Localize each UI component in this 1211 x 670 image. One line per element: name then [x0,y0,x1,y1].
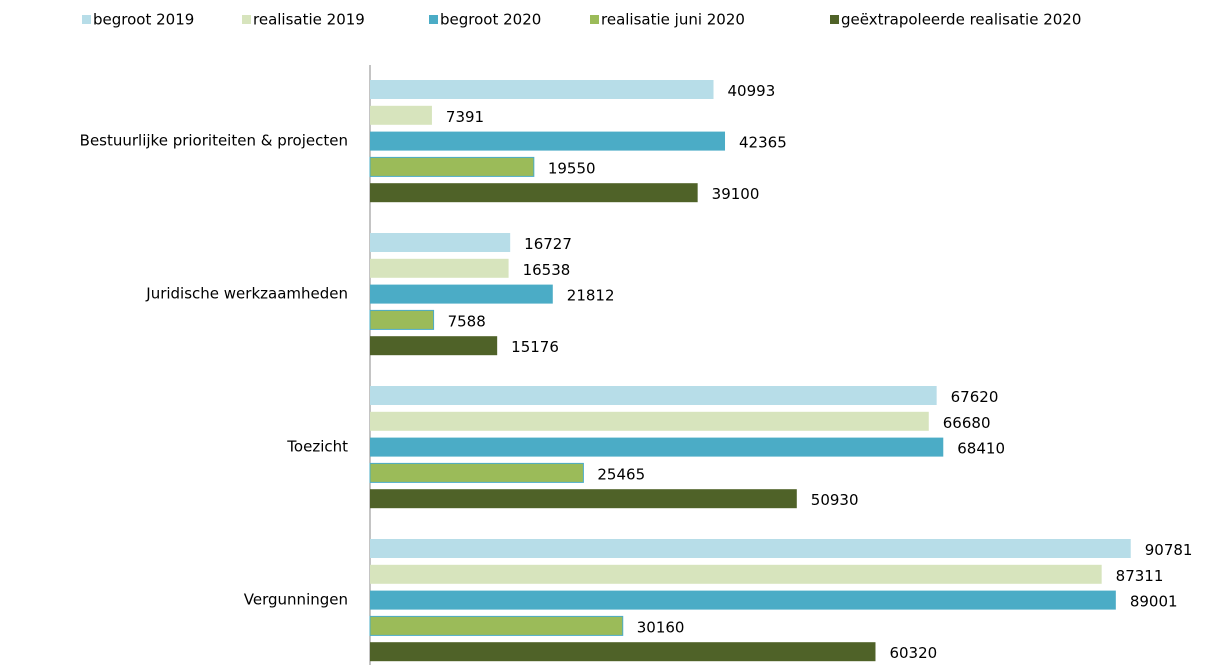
bar [370,489,797,509]
legend-swatch [830,15,839,24]
data-label: 89001 [1130,593,1178,611]
y-tick-label: Toezicht [286,438,348,456]
bar [369,462,584,483]
legend-swatch [242,15,251,24]
bar [370,233,511,252]
bar [370,80,714,99]
bar [370,183,698,203]
data-label: 15176 [511,338,559,356]
data-label: 25465 [597,465,645,483]
data-label: 19550 [548,159,596,177]
legend-label: geëxtrapoleerde realisatie 2020 [841,11,1081,29]
legend-swatch [429,15,438,24]
data-label: 60320 [889,644,937,662]
legend-label: begroot 2019 [93,11,194,29]
data-label: 67620 [951,388,999,406]
bar [370,284,553,304]
data-label: 40993 [728,82,776,100]
legend-swatch [82,15,91,24]
data-label: 68410 [957,440,1005,458]
data-label: 42365 [739,134,787,152]
bar [370,411,929,431]
y-tick-label: Vergunningen [244,591,348,609]
legend-label: realisatie juni 2020 [601,11,745,29]
bar [370,564,1102,584]
legend-label: realisatie 2019 [253,11,365,29]
data-label: 7391 [446,108,484,126]
data-label: 16727 [524,235,572,253]
y-tick-label: Bestuurlijke prioriteiten & projecten [80,132,348,150]
bar [370,590,1116,610]
bar [370,105,432,125]
bar [370,437,944,457]
data-label: 21812 [567,287,615,305]
bar [369,156,535,177]
legend-swatch [590,15,599,24]
data-label: 50930 [811,491,859,509]
data-label: 16538 [523,261,571,279]
bar [369,309,435,330]
y-tick-label: Juridische werkzaamheden [145,285,348,303]
data-label: 7588 [448,312,486,330]
data-label: 66680 [943,414,991,432]
bar [370,336,498,356]
bar [370,642,876,662]
bar [369,615,624,636]
data-label: 90781 [1145,541,1193,559]
legend-label: begroot 2020 [440,11,541,29]
data-label: 39100 [712,185,760,203]
bar [370,258,509,278]
data-label: 87311 [1116,567,1164,585]
bar [370,386,937,405]
bar [370,539,1131,558]
data-label: 30160 [637,618,685,636]
bar [370,131,726,151]
